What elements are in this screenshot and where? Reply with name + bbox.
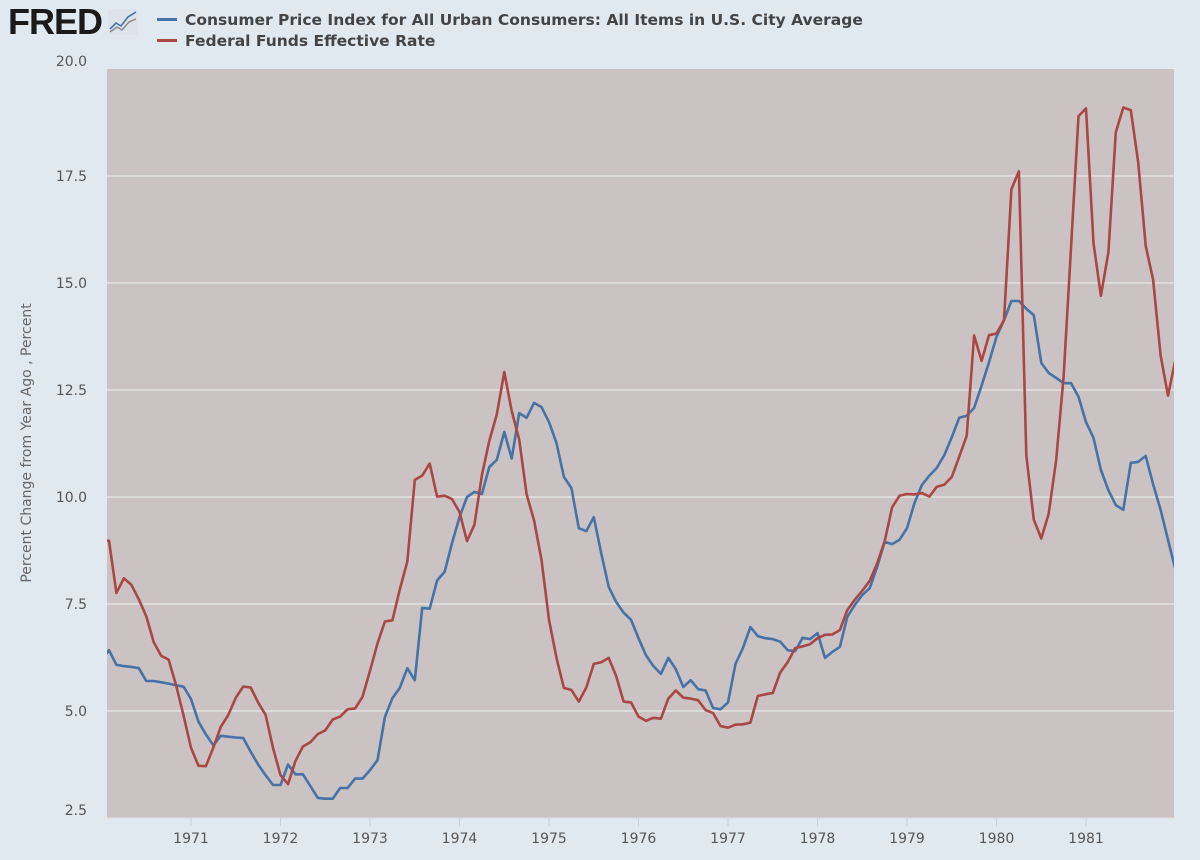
x-tick-label: 1974 [442,831,478,847]
y-tick-label: 15.0 [56,276,87,292]
legend-swatch-cpi [157,18,177,21]
x-tick-label: 1979 [889,831,925,847]
x-tick-label: 1980 [979,831,1015,847]
legend-item-cpi[interactable]: Consumer Price Index for All Urban Consu… [157,9,863,30]
y-tick-label: 2.5 [65,803,87,819]
x-tick-label: 1972 [263,831,299,847]
legend: Consumer Price Index for All Urban Consu… [157,9,863,51]
plot-area [107,69,1174,818]
x-tick-label: 1978 [800,831,836,847]
y-tick-label: 17.5 [56,169,87,185]
legend-label-cpi: Consumer Price Index for All Urban Consu… [185,10,863,29]
y-tick-label: 7.5 [65,597,87,613]
cpi-series-line [107,299,1174,800]
x-tick-label: 1976 [621,831,657,847]
legend-item-fedfunds[interactable]: Federal Funds Effective Rate [157,30,863,51]
x-tick-label: 1975 [531,831,567,847]
y-tick-label: 10.0 [56,490,87,506]
legend-swatch-fedfunds [157,39,177,42]
x-tick-label: 1977 [710,831,746,847]
x-tick-label: 1973 [352,831,388,847]
fedfunds-series-line [107,106,1174,786]
x-tick-label: 1971 [173,831,209,847]
x-tick-label: 1981 [1068,831,1104,847]
y-tick-label: 5.0 [65,704,87,720]
fred-logo-text: FRED [8,1,103,42]
legend-label-fedfunds: Federal Funds Effective Rate [185,31,436,50]
y-tick-label: 20.0 [56,54,87,70]
fred-logo[interactable]: FRED [8,4,138,40]
fred-chart-icon [108,9,138,35]
y-tick-label: 12.5 [56,383,87,399]
